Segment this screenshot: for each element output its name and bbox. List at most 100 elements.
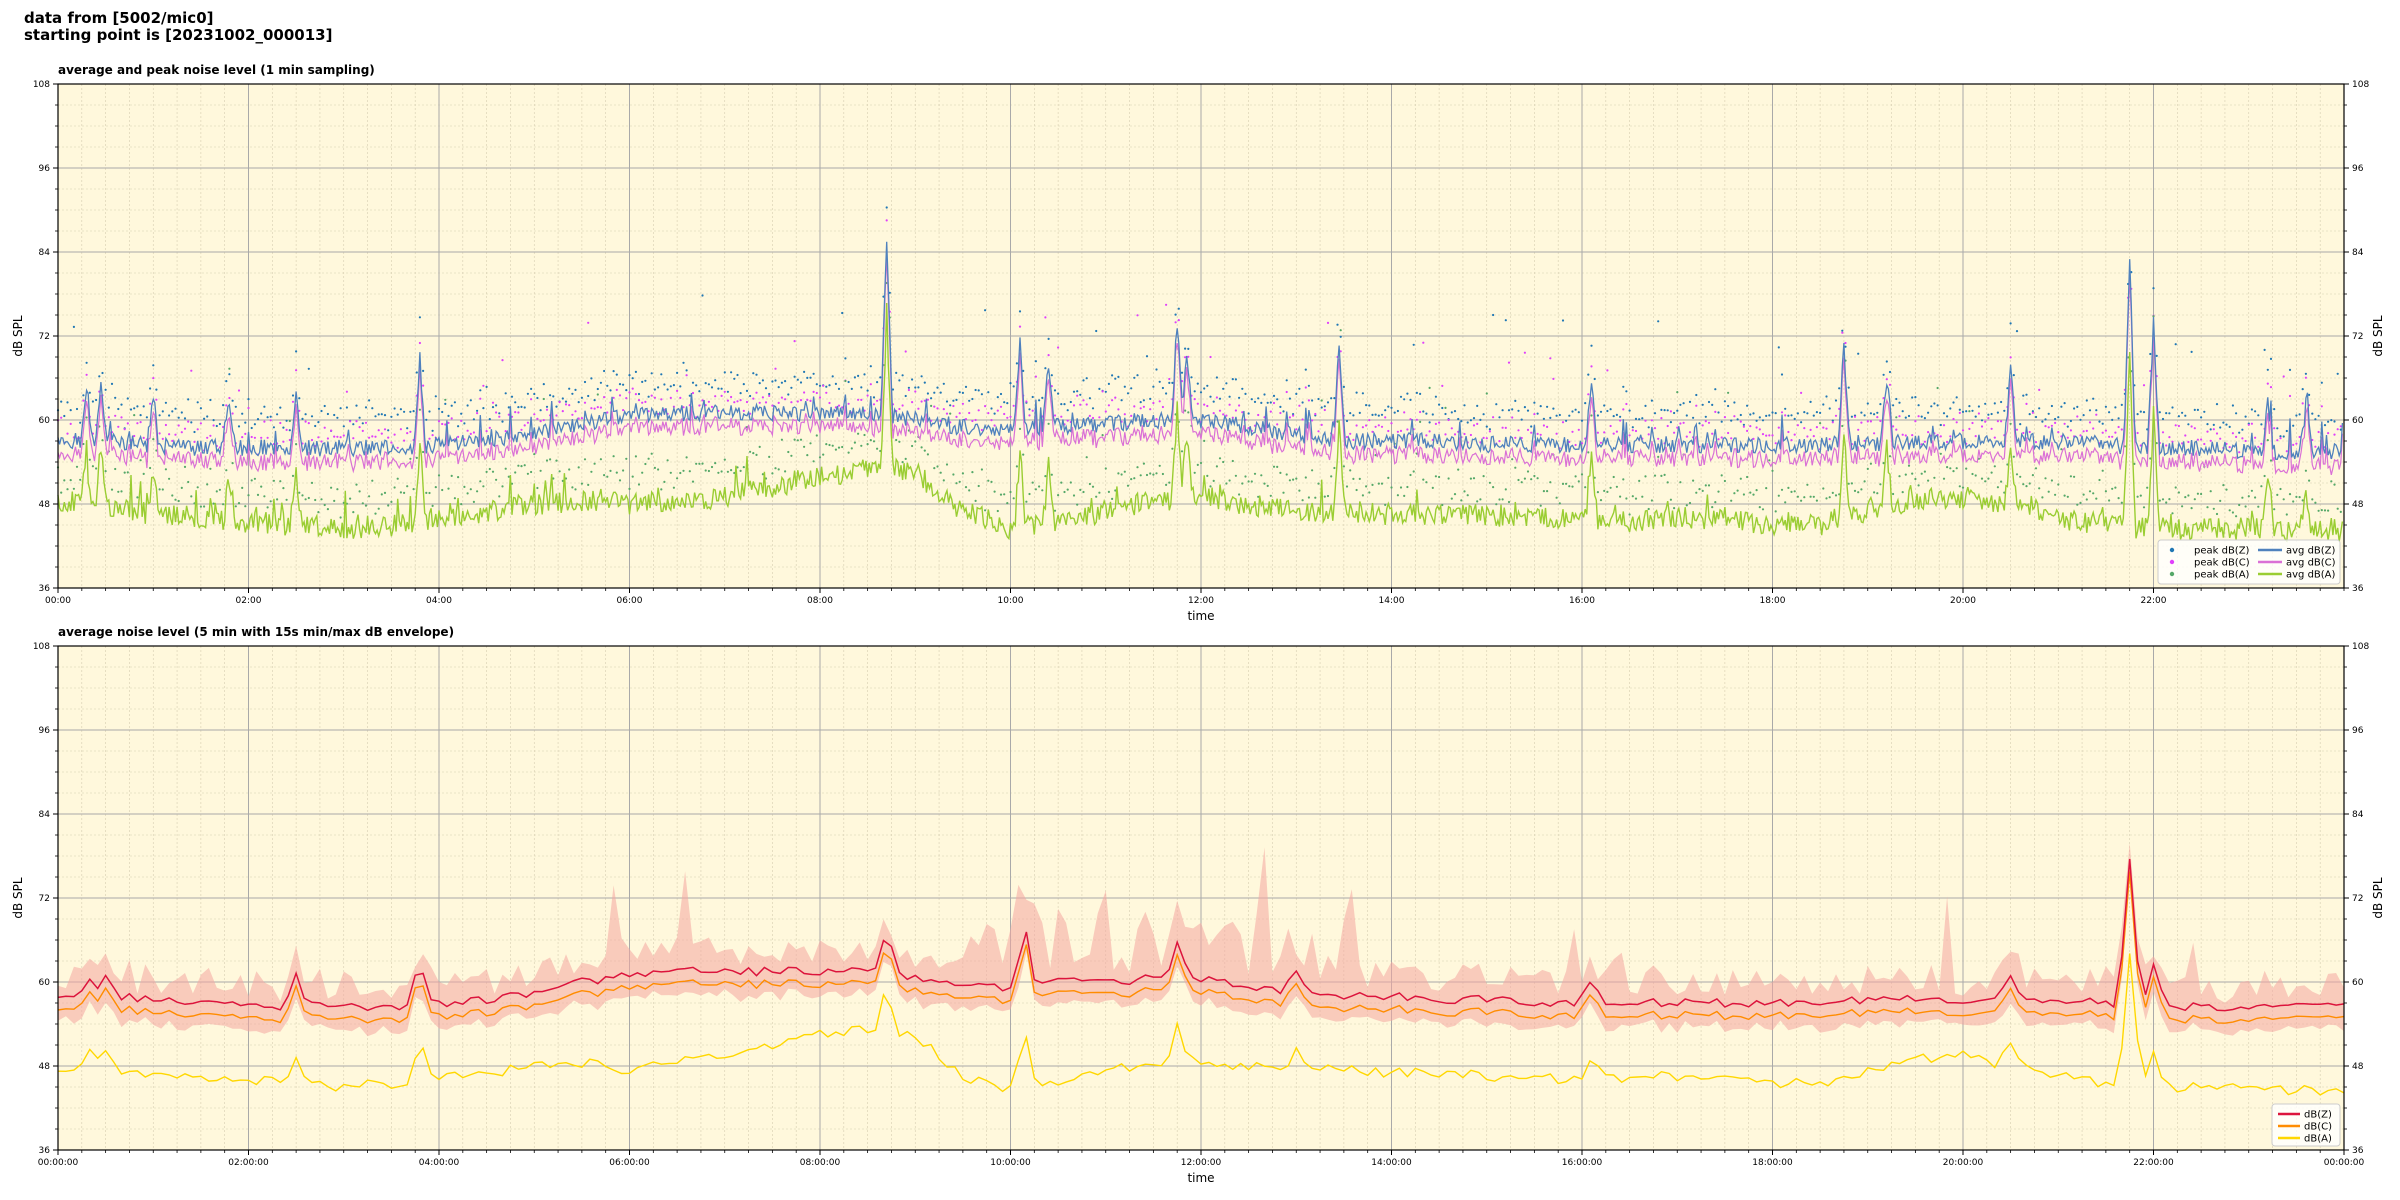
peak-point xyxy=(971,471,974,474)
peak-point xyxy=(1253,400,1257,403)
peak-point xyxy=(2171,512,2174,515)
peak-point xyxy=(857,398,860,401)
peak-point xyxy=(1387,429,1390,433)
peak-point xyxy=(1730,499,1733,502)
peak-point xyxy=(304,498,307,501)
peak-point xyxy=(434,486,437,489)
peak-point xyxy=(374,415,377,418)
peak-point xyxy=(1463,404,1466,407)
peak-point xyxy=(1809,400,1812,403)
peak-point xyxy=(2273,427,2276,430)
peak-point xyxy=(2028,413,2031,416)
peak-point xyxy=(1996,420,1999,423)
peak-point xyxy=(269,419,272,422)
peak-point xyxy=(1942,477,1946,480)
peak-point xyxy=(1539,405,1542,408)
peak-point xyxy=(545,459,549,462)
peak-point xyxy=(863,433,866,437)
peak-point xyxy=(1787,430,1790,434)
peak-point xyxy=(2209,428,2212,431)
peak-point xyxy=(168,433,171,436)
peak-point xyxy=(1987,417,1990,420)
peak-point xyxy=(1749,425,1752,428)
peak-point xyxy=(2069,429,2072,432)
x-tick-label: 04:00 xyxy=(426,596,452,606)
peak-point xyxy=(1009,415,1012,418)
peak-point xyxy=(2200,438,2203,441)
peak-point xyxy=(126,397,129,400)
peak-point xyxy=(1380,425,1384,428)
peak-point xyxy=(1768,414,1771,417)
x-tick-label: 10:00:00 xyxy=(990,1158,1031,1168)
peak-point xyxy=(250,479,253,482)
peak-point xyxy=(2073,475,2076,478)
peak-point xyxy=(415,456,418,459)
peak-point xyxy=(622,409,625,412)
peak-point xyxy=(1974,474,1977,477)
peak-point xyxy=(739,469,742,472)
peak-point xyxy=(1841,331,1844,334)
peak-point xyxy=(1869,420,1872,423)
peak-point xyxy=(1174,313,1177,316)
peak-point xyxy=(1688,431,1692,434)
peak-point xyxy=(1101,390,1104,393)
peak-point xyxy=(1523,351,1526,354)
peak-point xyxy=(152,377,155,380)
peak-point xyxy=(145,416,148,419)
peak-point xyxy=(911,444,914,448)
peak-point xyxy=(1542,417,1545,420)
peak-point xyxy=(517,464,520,467)
x-axis-label: time xyxy=(1187,609,1214,623)
peak-point xyxy=(1685,414,1688,417)
peak-point xyxy=(1949,435,1952,438)
peak-point xyxy=(123,471,126,474)
peak-point xyxy=(974,499,977,502)
peak-point xyxy=(1272,465,1276,468)
peak-point xyxy=(701,399,704,402)
peak-point xyxy=(1158,400,1161,403)
peak-point xyxy=(593,462,596,465)
peak-point xyxy=(1184,347,1187,350)
peak-point xyxy=(2066,436,2069,439)
peak-point xyxy=(1765,434,1768,437)
peak-point xyxy=(1317,397,1320,401)
peak-point xyxy=(199,407,202,410)
peak-point xyxy=(1352,414,1355,417)
peak-point xyxy=(2158,499,2161,502)
peak-point xyxy=(1993,465,1996,468)
peak-point xyxy=(1161,386,1164,390)
peak-point xyxy=(2057,416,2060,419)
peak-point xyxy=(1190,376,1193,379)
peak-point xyxy=(1279,471,1282,474)
peak-point xyxy=(310,415,314,418)
peak-point xyxy=(1920,472,1923,475)
peak-point xyxy=(495,411,498,414)
peak-point xyxy=(383,414,387,417)
peak-point xyxy=(590,407,593,410)
data-source-label: data from [5002/mic0] xyxy=(24,9,214,27)
peak-point xyxy=(1774,442,1777,445)
peak-point xyxy=(1717,490,1720,493)
peak-point xyxy=(1539,504,1542,507)
peak-point xyxy=(1171,381,1174,384)
peak-point xyxy=(396,446,399,449)
peak-point xyxy=(501,485,504,488)
peak-point xyxy=(514,411,517,414)
peak-point xyxy=(736,466,739,469)
peak-point xyxy=(1403,494,1406,497)
peak-point xyxy=(1993,436,1996,439)
peak-point xyxy=(466,492,469,495)
peak-point xyxy=(2012,455,2015,458)
peak-point xyxy=(1676,426,1679,429)
peak-point xyxy=(1209,485,1212,488)
peak-point xyxy=(2111,435,2114,438)
peak-point xyxy=(2136,495,2139,498)
peak-point xyxy=(174,407,177,410)
x-tick-label: 20:00 xyxy=(1950,596,1976,606)
peak-point xyxy=(895,371,898,374)
peak-point xyxy=(1171,447,1174,450)
y-tick-label-right: 48 xyxy=(2352,500,2364,510)
peak-point xyxy=(250,426,253,430)
peak-point xyxy=(164,401,167,404)
peak-point xyxy=(158,488,161,491)
